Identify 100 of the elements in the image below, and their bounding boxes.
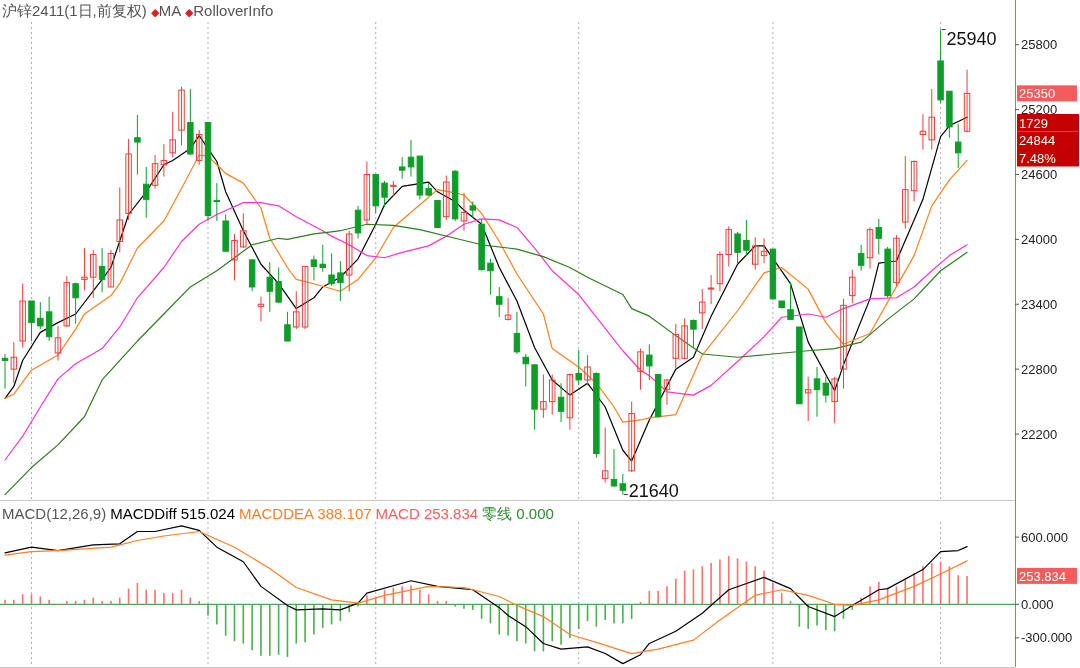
candlestick [566, 372, 574, 431]
candlestick [557, 382, 565, 423]
candlestick [284, 311, 291, 342]
candlestick [875, 218, 883, 256]
candlestick [513, 311, 521, 355]
candlestick [169, 111, 176, 158]
candlestick [354, 205, 362, 239]
candlestick [893, 234, 900, 287]
line-series [4, 154, 968, 423]
candlestick [345, 230, 353, 292]
text: MACD 253.834 [375, 505, 479, 522]
candlestick [487, 258, 494, 296]
text: 1729 [1019, 115, 1048, 131]
candlestick [398, 156, 406, 180]
y-tick-label: 600.000 [1021, 529, 1068, 545]
candlestick [337, 260, 344, 302]
candlestick [646, 343, 653, 381]
text: 7.48% [1019, 150, 1057, 166]
candlestick [63, 275, 71, 328]
candlestick [751, 236, 759, 271]
series-label: MACDDEA 388.107 [239, 505, 372, 522]
candlestick [310, 255, 318, 281]
candlestick [548, 374, 556, 416]
candlestick [98, 247, 106, 293]
candlestick [240, 212, 247, 249]
candlestick [681, 317, 688, 359]
candlestick [116, 186, 123, 253]
candlestick [266, 261, 274, 313]
candlestick [213, 182, 221, 222]
y-tick-label: 0.000 [1021, 596, 1054, 612]
candlestick [257, 296, 265, 323]
candlestick [293, 290, 300, 330]
candlestick [54, 325, 62, 361]
candlestick [81, 247, 88, 291]
candlestick [725, 225, 732, 267]
candlestick [813, 366, 821, 418]
candlestick [363, 161, 371, 225]
candlestick [125, 138, 132, 221]
text: ◆MA [150, 2, 182, 19]
candlestick [328, 252, 335, 287]
candlestick [407, 139, 415, 178]
candlestick [37, 301, 44, 330]
candlestick [637, 348, 644, 391]
candlestick [963, 69, 971, 133]
candlestick [90, 249, 97, 299]
candlestick [540, 374, 547, 419]
candlestick [919, 113, 927, 151]
candlestick [443, 175, 450, 221]
text: 253.834 [1019, 568, 1066, 584]
candlestick [804, 376, 812, 422]
line-series [4, 223, 968, 496]
series-label: MACDDiff 515.024 [110, 505, 235, 522]
candlestick [319, 244, 326, 273]
candlestick [760, 237, 768, 264]
y-tick-label: 25200 [1021, 102, 1058, 118]
candlestick [866, 226, 874, 270]
annotation: 25940 [946, 28, 997, 49]
ref-line-label: 零线 0.000 [482, 505, 554, 522]
candlestick [460, 192, 468, 232]
candlestick [275, 266, 282, 304]
candlestick [231, 233, 238, 281]
text: 24844 [1019, 133, 1056, 148]
candlestick [707, 274, 715, 305]
candlestick [787, 282, 794, 320]
candlestick [195, 129, 203, 166]
candlestick [10, 341, 18, 384]
candlestick [107, 249, 115, 288]
y-tick-label: 24600 [1021, 166, 1058, 182]
y-tick-label: 22800 [1021, 361, 1058, 377]
text: ◆RolloverInfo [185, 2, 274, 19]
candlestick [584, 354, 591, 386]
candlestick [743, 219, 750, 257]
candlestick [734, 231, 741, 264]
candlestick [19, 283, 26, 349]
candlestick [716, 250, 724, 292]
candlestick [628, 401, 635, 473]
candlestick [690, 318, 697, 349]
y-tick-label: 22200 [1021, 426, 1058, 442]
annotation: 21640 [628, 480, 679, 501]
candlestick [699, 288, 706, 330]
candlestick [160, 143, 168, 178]
candlestick [134, 114, 141, 175]
candlestick [142, 166, 150, 219]
candlestick [902, 155, 909, 230]
candlestick [178, 86, 185, 146]
candlestick [928, 88, 935, 151]
candlestick [28, 300, 35, 342]
text: 25350 [1019, 86, 1056, 102]
candlestick [151, 154, 159, 190]
candlestick [610, 448, 618, 488]
candlestick [672, 323, 680, 369]
candlestick [301, 265, 309, 330]
y-tick-label: 23400 [1021, 296, 1058, 312]
chart-title: 沪锌2411(1日,前复权) [2, 2, 147, 19]
candlestick [496, 286, 503, 318]
candlestick [1, 353, 9, 390]
line-series [4, 202, 968, 461]
chart-title: MACD(12,26,9) [2, 505, 107, 522]
candlestick [831, 376, 838, 424]
candlestick [849, 269, 856, 304]
